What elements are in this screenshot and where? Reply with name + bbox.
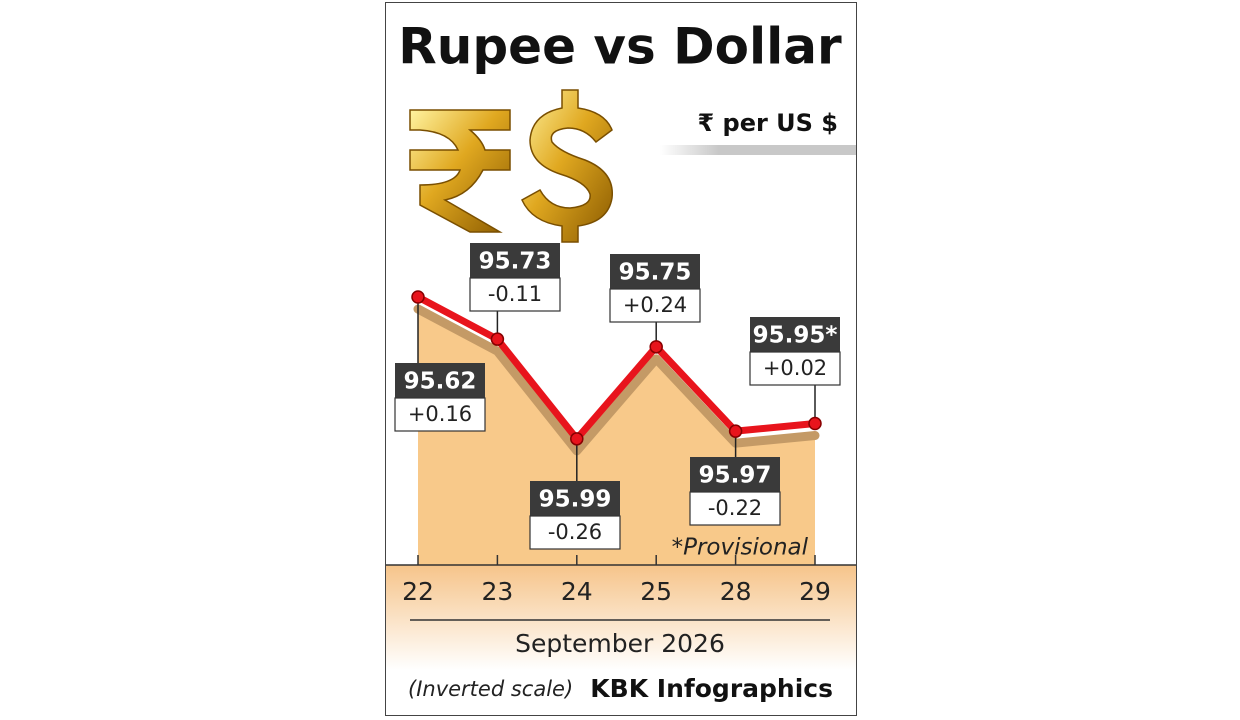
label-box-bottom (394, 397, 486, 432)
value-label: 95.97 (699, 463, 772, 489)
change-label: -0.22 (708, 496, 762, 520)
label-box-top (610, 254, 700, 289)
label-box-bottom (469, 277, 561, 312)
x-tick-label: 25 (640, 577, 672, 606)
point (570, 432, 584, 446)
value-label: 95.73 (479, 249, 552, 275)
x-tick-label: 24 (561, 577, 593, 606)
unit-label: ₹ per US $ (697, 109, 838, 137)
x-tick-label: 28 (720, 577, 752, 606)
point (728, 424, 743, 438)
point (490, 332, 505, 346)
label-box-top (750, 317, 840, 352)
point (411, 290, 425, 304)
change-label: +0.16 (408, 402, 472, 426)
note: *Provisional (672, 535, 809, 561)
chart-title: Rupee vs Dollar (398, 18, 842, 76)
change-label: +0.02 (763, 356, 827, 380)
value-label: 95.99 (539, 487, 612, 513)
axis-band (386, 565, 856, 715)
line-shadow (413, 304, 820, 456)
x-tick-label: 29 (799, 577, 831, 606)
x-tick-label: 22 (402, 577, 434, 606)
change-label: +0.24 (623, 293, 687, 317)
scale-note: (Inverted scale) (408, 677, 573, 701)
line (416, 293, 816, 443)
label-box-top (395, 363, 485, 398)
x-tick-label: 23 (481, 577, 513, 606)
x-axis-label: September 2026 (515, 629, 725, 658)
value-label: 95.95* (753, 323, 838, 349)
change-label: -0.11 (488, 282, 542, 306)
point (649, 340, 663, 354)
label-box-top (530, 481, 620, 516)
point (808, 416, 822, 431)
label-box-bottom (609, 288, 701, 323)
currency-icon (409, 89, 613, 243)
value-label: 95.62 (404, 369, 477, 395)
label-box-bottom (689, 491, 781, 526)
label-box-bottom (749, 351, 841, 386)
label-box-bottom (529, 515, 621, 550)
label-box-top (470, 243, 560, 278)
label-box-top (690, 457, 780, 492)
unit-tab (660, 145, 856, 155)
value-label: 95.75 (619, 260, 692, 286)
change-label: -0.26 (548, 520, 602, 544)
credit: KBK Infographics (590, 674, 833, 703)
